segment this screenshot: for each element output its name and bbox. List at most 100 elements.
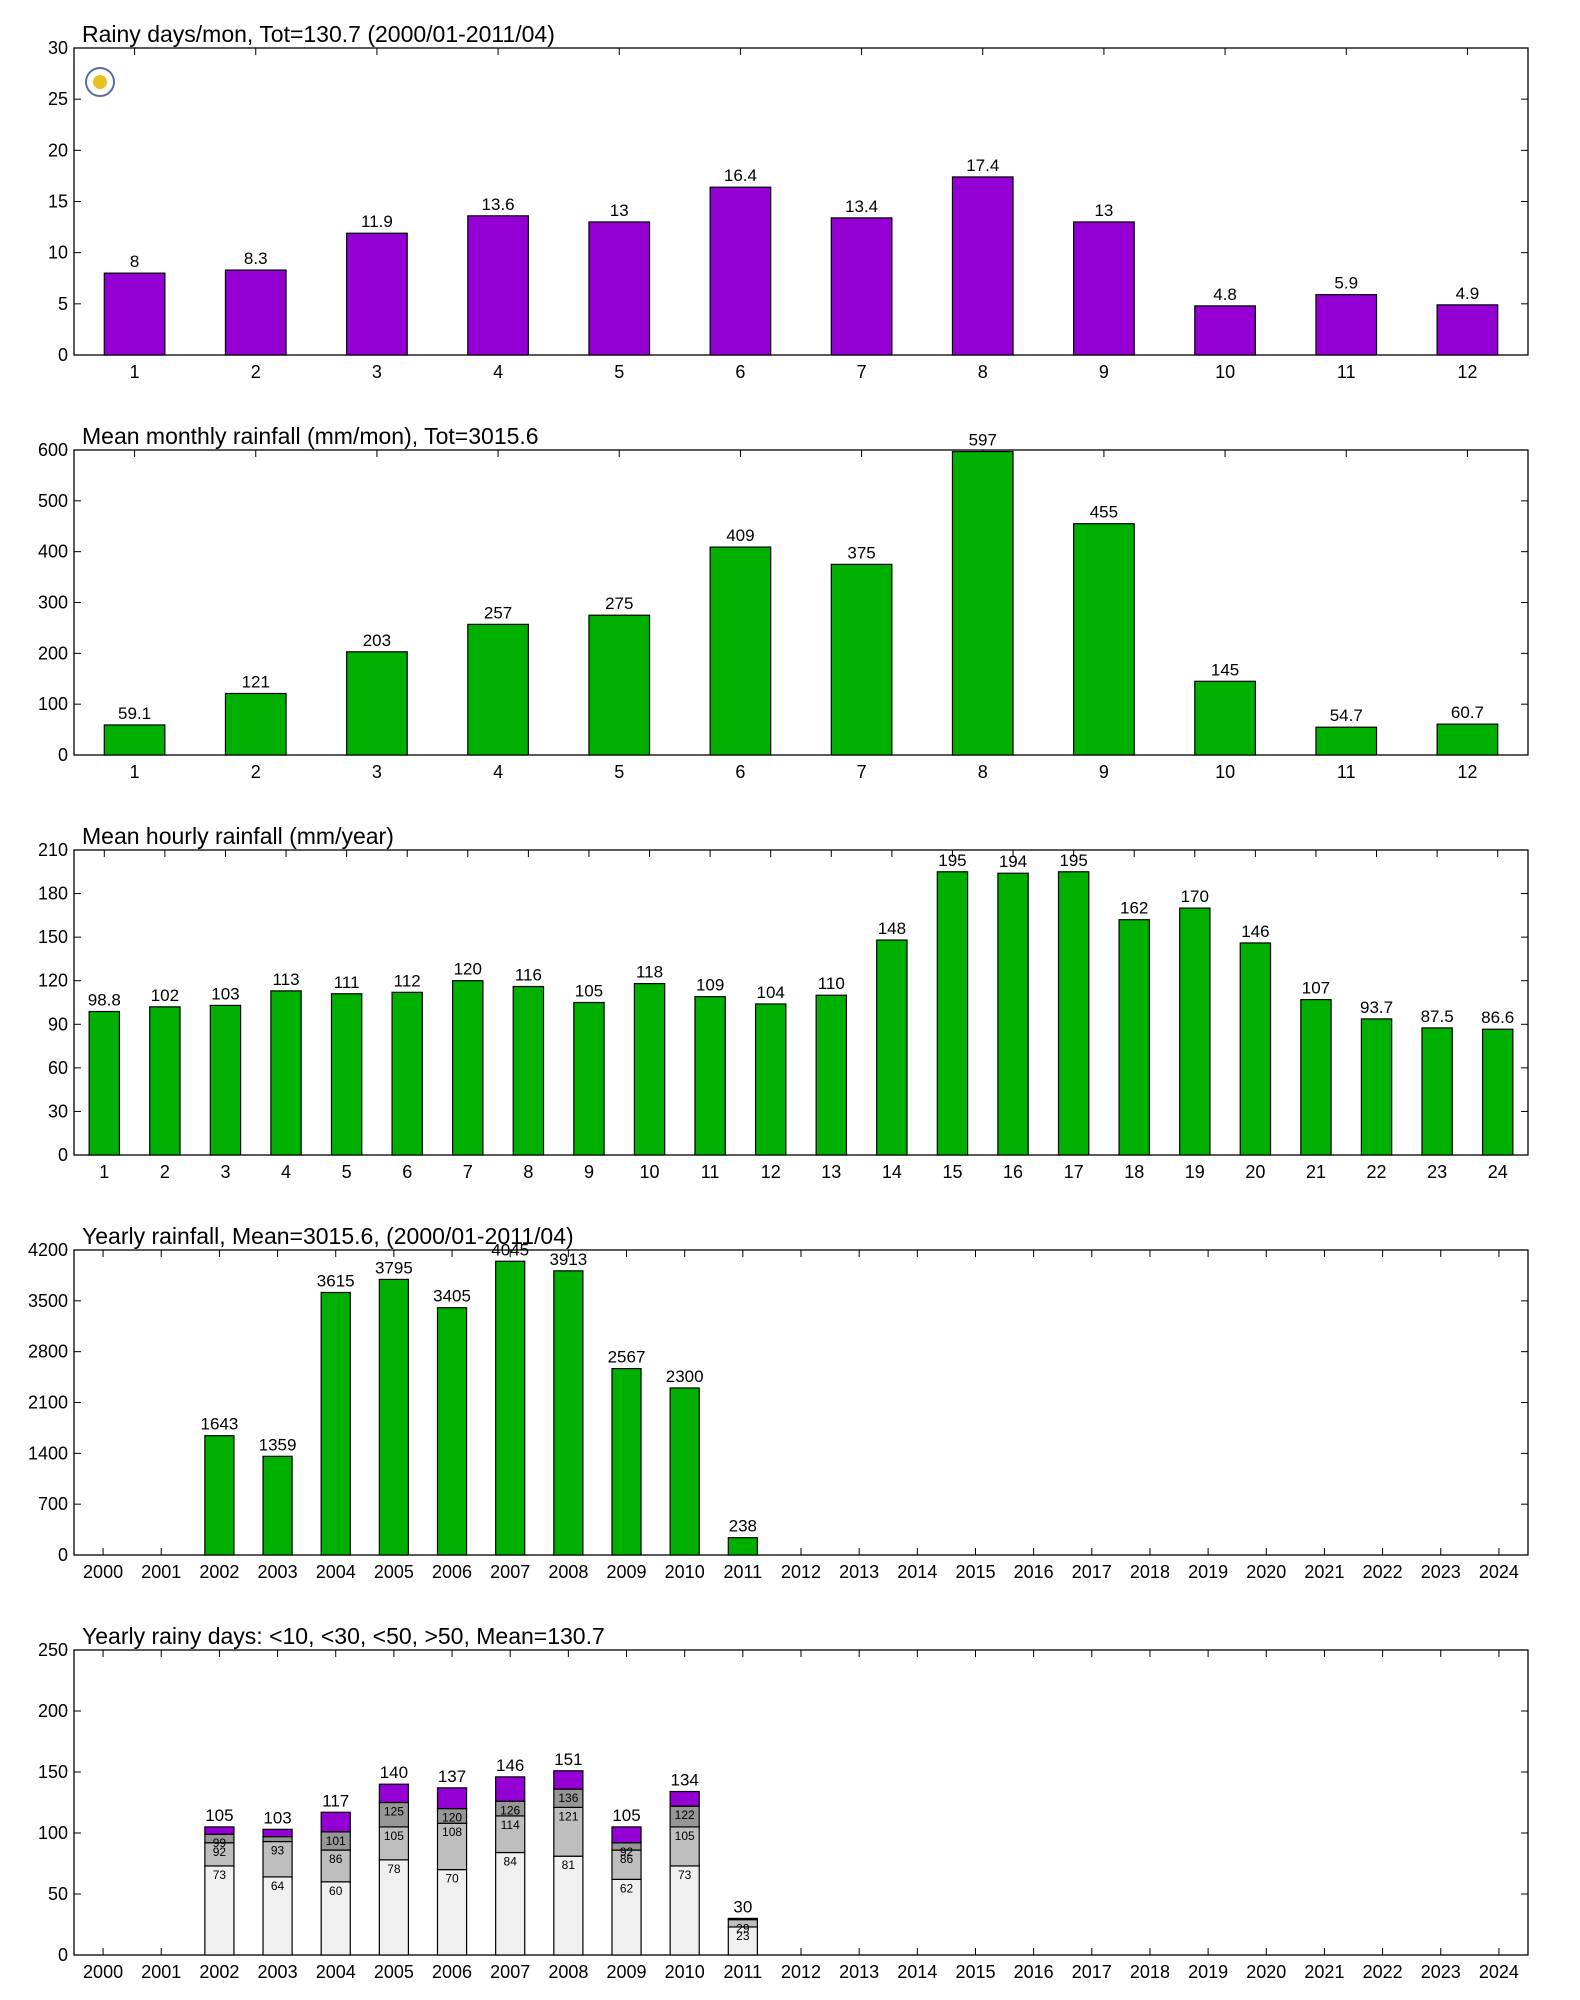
y-tick-label: 2800 — [28, 1342, 68, 1362]
x-tick-label: 2020 — [1246, 1962, 1286, 1982]
y-tick-label: 50 — [48, 1884, 68, 1904]
segment-value-label: 81 — [562, 1858, 576, 1872]
y-tick-label: 500 — [38, 491, 68, 511]
segment-value-label: 84 — [504, 1855, 518, 1869]
segment-value-label: 93 — [271, 1844, 285, 1858]
y-tick-label: 400 — [38, 542, 68, 562]
bar — [876, 939, 908, 1156]
segment-value-label: 122 — [675, 1808, 695, 1822]
x-tick-label: 2014 — [897, 1962, 937, 1982]
bar-value-label: 110 — [818, 974, 845, 993]
x-tick-label: 2010 — [665, 1962, 705, 1982]
bar — [346, 651, 408, 756]
y-tick-label: 0 — [58, 345, 68, 365]
bar-value-label: 4.8 — [1213, 285, 1237, 304]
x-tick-label: 19 — [1185, 1162, 1205, 1182]
x-tick-label: 8 — [978, 362, 988, 382]
x-tick-label: 8 — [523, 1162, 533, 1182]
bar-total-label: 105 — [612, 1806, 640, 1825]
stacked-segment-4 — [436, 1787, 468, 1810]
y-tick-label: 120 — [38, 971, 68, 991]
x-tick-label: 2016 — [1014, 1562, 1054, 1582]
y-tick-label: 10 — [48, 243, 68, 263]
x-tick-label: 9 — [1099, 762, 1109, 782]
stacked-segment-4 — [669, 1790, 700, 1807]
bar-value-label: 103 — [211, 984, 239, 1003]
y-tick-label: 0 — [58, 1145, 68, 1165]
bar-value-label: 13 — [610, 201, 629, 220]
x-tick-label: 2005 — [374, 1562, 414, 1582]
bar — [1194, 305, 1256, 356]
bar-value-label: 59.1 — [118, 704, 151, 723]
x-tick-label: 2001 — [141, 1562, 181, 1582]
bar-value-label: 148 — [878, 919, 906, 938]
x-tick-label: 2009 — [606, 1962, 646, 1982]
x-tick-label: 2015 — [955, 1962, 995, 1982]
segment-value-label: 101 — [326, 1834, 346, 1848]
segment-value-label: 99 — [213, 1836, 227, 1850]
bar-value-label: 275 — [605, 594, 633, 613]
segment-value-label: 60 — [329, 1884, 343, 1898]
bar-total-label: 151 — [554, 1750, 582, 1769]
y-tick-label: 60 — [48, 1058, 68, 1078]
x-tick-label: 2019 — [1188, 1962, 1228, 1982]
bar — [1315, 294, 1378, 356]
bar — [1300, 998, 1332, 1156]
bar — [815, 994, 848, 1156]
x-tick-label: 13 — [821, 1162, 841, 1182]
bar-value-label: 194 — [999, 852, 1027, 871]
x-tick-label: 2013 — [839, 1962, 879, 1982]
bar — [1436, 304, 1499, 356]
bar — [270, 990, 302, 1156]
bar-value-label: 118 — [636, 963, 663, 982]
x-tick-label: 2022 — [1363, 1962, 1403, 1982]
x-tick-label: 4 — [281, 1162, 291, 1182]
segment-value-label: 136 — [558, 1791, 578, 1805]
x-tick-label: 2017 — [1072, 1962, 1112, 1982]
bar — [452, 980, 484, 1156]
bar-value-label: 16.4 — [724, 166, 757, 185]
segment-value-label: 125 — [384, 1805, 404, 1819]
chart-panel-1: Rainy days/mon, Tot=130.7 (2000/01-2011/… — [48, 21, 1529, 382]
bar-value-label: 105 — [575, 982, 603, 1001]
segment-value-label: 126 — [500, 1803, 520, 1817]
bar-value-label: 113 — [272, 970, 299, 989]
x-tick-label: 12 — [1457, 762, 1477, 782]
stacked-segment-3 — [262, 1836, 293, 1843]
bar-value-label: 257 — [484, 603, 512, 622]
x-tick-label: 7 — [857, 362, 867, 382]
segment-value-label: 73 — [213, 1868, 227, 1882]
x-tick-label: 7 — [857, 762, 867, 782]
y-tick-label: 700 — [38, 1494, 68, 1514]
bar — [830, 563, 893, 756]
stacked-segment-1 — [669, 1865, 700, 1956]
bar — [467, 623, 529, 756]
stacked-segment-4 — [611, 1826, 642, 1844]
x-tick-label: 22 — [1367, 1162, 1387, 1182]
x-tick-label: 2021 — [1304, 1562, 1344, 1582]
bar — [262, 1455, 293, 1556]
bar — [391, 991, 423, 1156]
bar-value-label: 3405 — [433, 1287, 471, 1306]
x-tick-label: 1 — [99, 1162, 109, 1182]
x-tick-label: 2007 — [490, 1962, 530, 1982]
x-tick-label: 5 — [614, 762, 624, 782]
bar — [209, 1004, 242, 1156]
y-tick-label: 100 — [38, 694, 68, 714]
segment-value-label: 108 — [442, 1825, 462, 1839]
bar — [224, 269, 287, 356]
stacked-segment-1 — [378, 1859, 410, 1956]
segment-value-label: 92 — [620, 1845, 634, 1859]
bar-total-label: 137 — [438, 1767, 466, 1786]
bar-value-label: 93.7 — [1360, 998, 1393, 1017]
x-tick-label: 2000 — [83, 1562, 123, 1582]
bar — [1360, 1018, 1393, 1156]
x-tick-label: 6 — [735, 362, 745, 382]
bar — [709, 546, 772, 756]
bar-value-label: 2567 — [608, 1348, 646, 1367]
x-tick-label: 12 — [761, 1162, 781, 1182]
stacked-segment-4 — [553, 1770, 584, 1790]
bar — [1239, 942, 1272, 1156]
y-tick-label: 4200 — [28, 1240, 68, 1260]
bar — [694, 996, 726, 1156]
